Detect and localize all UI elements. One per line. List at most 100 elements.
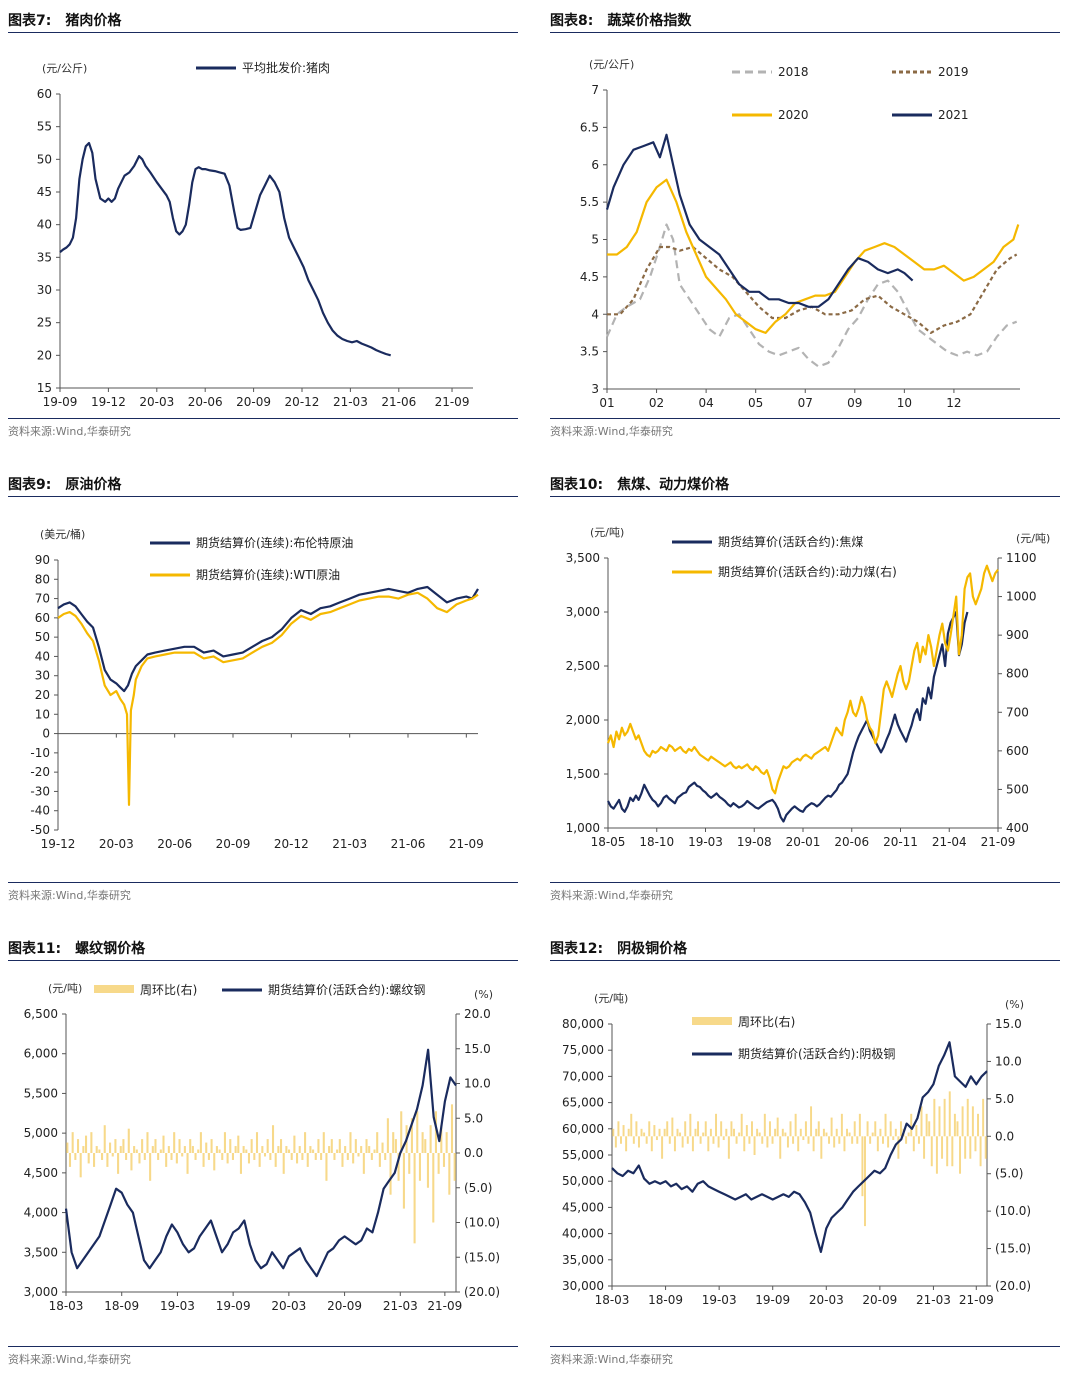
series-line <box>607 178 1020 334</box>
bar-mark <box>866 1121 869 1137</box>
x-tick-label: 19-03 <box>688 835 723 849</box>
legend-label: 期货结算价(连续):WTI原油 <box>196 567 340 582</box>
bar-mark <box>79 1153 82 1178</box>
bar-mark <box>106 1153 109 1167</box>
bar-mark <box>982 1098 985 1137</box>
bar-mark <box>183 1146 186 1153</box>
y-tick-label: 45 <box>37 185 52 199</box>
legend-label: 期货结算价(活跃合约):螺纹钢 <box>268 982 425 997</box>
x-tick-label: 20-09 <box>327 1299 362 1313</box>
bar-mark <box>840 1113 843 1137</box>
x-tick-label: 04 <box>698 396 713 410</box>
x-tick-label: 01 <box>599 396 614 410</box>
series-line <box>607 610 969 823</box>
x-tick-label: 21-03 <box>916 1293 951 1307</box>
bar-mark <box>784 1132 787 1137</box>
bar-mark <box>617 1121 620 1137</box>
bar-mark <box>686 1136 689 1144</box>
bar-mark <box>330 1139 333 1153</box>
bar-mark <box>111 1153 114 1157</box>
bar-mark <box>413 1153 416 1244</box>
x-tick-label: 21-09 <box>427 1299 462 1313</box>
x-tick-label: 19-12 <box>41 837 76 851</box>
bar-mark <box>756 1128 759 1137</box>
bar-mark <box>658 1128 661 1137</box>
bar-mark <box>338 1139 341 1153</box>
chart-plot: (元/吨) (元/吨) 3,500 3,000 2,500 2,000 1,500 1,000… <box>566 526 1051 849</box>
chart-title: 图表10: 焦煤、动力煤价格 <box>550 474 729 494</box>
chart-title: 图表12: 阴极铜价格 <box>550 938 687 958</box>
y-tick-label: 1,500 <box>566 767 600 781</box>
bar-mark <box>951 1136 954 1167</box>
bar-mark <box>370 1153 373 1160</box>
bar-mark <box>277 1146 280 1153</box>
bar-mark <box>213 1153 216 1171</box>
bar-mark <box>231 1153 234 1160</box>
chart-title-text: 猪肉价格 <box>65 13 122 29</box>
bar-mark <box>226 1153 229 1164</box>
bar-mark <box>76 1139 80 1153</box>
chart-title: 图表11: 螺纹钢价格 <box>8 938 145 958</box>
chart-title-row: 图表11: 螺纹钢价格 <box>8 936 518 961</box>
y2-tick-label: 15.0 <box>995 1017 1022 1031</box>
bar-mark <box>114 1139 117 1153</box>
y2-tick-label: 900 <box>1006 628 1029 642</box>
bar-mark <box>402 1153 405 1209</box>
y2-tick-label: 500 <box>1006 782 1029 796</box>
bar-mark <box>349 1132 352 1153</box>
bar-mark <box>119 1146 122 1153</box>
bar-mark <box>162 1135 165 1153</box>
bar-mark <box>138 1153 141 1164</box>
bar-mark <box>218 1149 221 1153</box>
bar-mark <box>397 1153 400 1181</box>
legend-label: 2018 <box>778 65 809 79</box>
bar-mark <box>386 1118 389 1153</box>
bar-mark <box>894 1128 897 1137</box>
bar-mark <box>910 1113 913 1137</box>
x-tick-label: 19-09 <box>43 395 78 409</box>
bar-mark <box>151 1146 154 1153</box>
bar-mark <box>309 1146 312 1153</box>
bar-mark <box>971 1106 974 1137</box>
bar-mark <box>977 1113 979 1137</box>
bar-mark <box>637 1136 640 1148</box>
legend-label: 2020 <box>778 108 809 122</box>
y-tick-label: 4.5 <box>580 270 599 284</box>
bar-mark <box>109 1142 112 1153</box>
bar-mark <box>984 1136 987 1159</box>
bar-mark <box>766 1136 769 1148</box>
y-tick-label: 40 <box>37 218 52 232</box>
bar-mark <box>378 1153 381 1167</box>
bar-mark <box>181 1153 184 1157</box>
bar-mark <box>135 1149 138 1153</box>
y2-tick-label: 700 <box>1006 705 1029 719</box>
bar-mark <box>146 1132 149 1153</box>
bar-mark <box>881 1136 884 1144</box>
bar-mark <box>671 1117 674 1137</box>
bar-mark <box>237 1135 240 1153</box>
bar-mark <box>750 1121 753 1137</box>
y-tick-label: 5 <box>591 233 599 247</box>
bar-mark <box>717 1136 720 1148</box>
chart-plot: (美元/桶) 90 80 70 60 50 40 30 20 10 0 -10 -20 -30 -40 -50… <box>30 527 483 851</box>
bar-mark <box>743 1136 746 1152</box>
bar-mark <box>71 1132 74 1153</box>
bar-mark <box>702 1132 705 1137</box>
y2-tick-label: (5.0) <box>464 1181 492 1195</box>
source-row: 资料来源:Wind,华泰研究 <box>8 418 518 438</box>
bar-mark <box>445 1132 448 1153</box>
bar-mark <box>424 1139 427 1153</box>
chart-plot: (元/吨) (%) 6,500 6,000 5,500 5,000 4,500 4,000 3,… <box>24 982 500 1313</box>
bar-mark <box>306 1153 309 1167</box>
bar-mark <box>279 1139 283 1153</box>
legend-label: 期货结算价(连续):布伦特原油 <box>196 535 353 550</box>
bar-mark <box>122 1139 125 1153</box>
series-line <box>57 585 479 693</box>
x-tick-label: 09 <box>847 396 862 410</box>
bar-mark <box>697 1121 700 1137</box>
bar-mark <box>758 1132 761 1137</box>
bar-mark <box>381 1142 384 1153</box>
y-tick-label: 60 <box>37 87 52 101</box>
chart-title: 图表7: 猪肉价格 <box>8 10 121 30</box>
chart-panel-c11: 图表11: 螺纹钢价格 (元/吨) (%) 6,500 6,000 5,500 5,000 4… <box>8 936 518 1391</box>
